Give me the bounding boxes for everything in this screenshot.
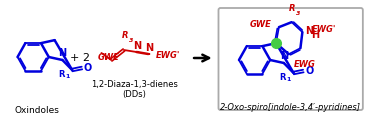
Text: H: H (311, 30, 319, 40)
Text: 1,2-Diaza-1,3-dienes
(DDs): 1,2-Diaza-1,3-dienes (DDs) (91, 80, 178, 99)
Text: GWE: GWE (98, 53, 120, 62)
Text: N: N (305, 26, 313, 36)
Text: N: N (145, 43, 153, 53)
Text: 1: 1 (287, 77, 291, 82)
FancyBboxPatch shape (219, 8, 363, 110)
Text: 1: 1 (65, 74, 70, 79)
Text: R: R (58, 70, 65, 79)
Text: N: N (133, 41, 142, 51)
Text: ·: · (147, 50, 151, 60)
Text: R: R (280, 73, 286, 82)
Text: + 2: + 2 (70, 53, 90, 63)
Text: 2-Oxo-spiro[indole-3,4′-pyridines]: 2-Oxo-spiro[indole-3,4′-pyridines] (220, 103, 361, 112)
Text: EWG': EWG' (156, 51, 181, 60)
Text: 3: 3 (296, 11, 300, 16)
Text: EWG': EWG' (312, 25, 337, 34)
Text: EWG: EWG (294, 60, 316, 69)
Text: N: N (58, 48, 66, 58)
Text: R: R (288, 4, 295, 13)
Text: 3: 3 (129, 38, 133, 43)
Text: GWE: GWE (249, 20, 271, 29)
Text: R: R (122, 31, 128, 40)
Text: O: O (305, 66, 314, 76)
Text: ·: · (135, 48, 139, 58)
Text: Oxindoles: Oxindoles (15, 106, 60, 115)
Text: O: O (84, 63, 92, 73)
Text: N: N (280, 51, 288, 61)
